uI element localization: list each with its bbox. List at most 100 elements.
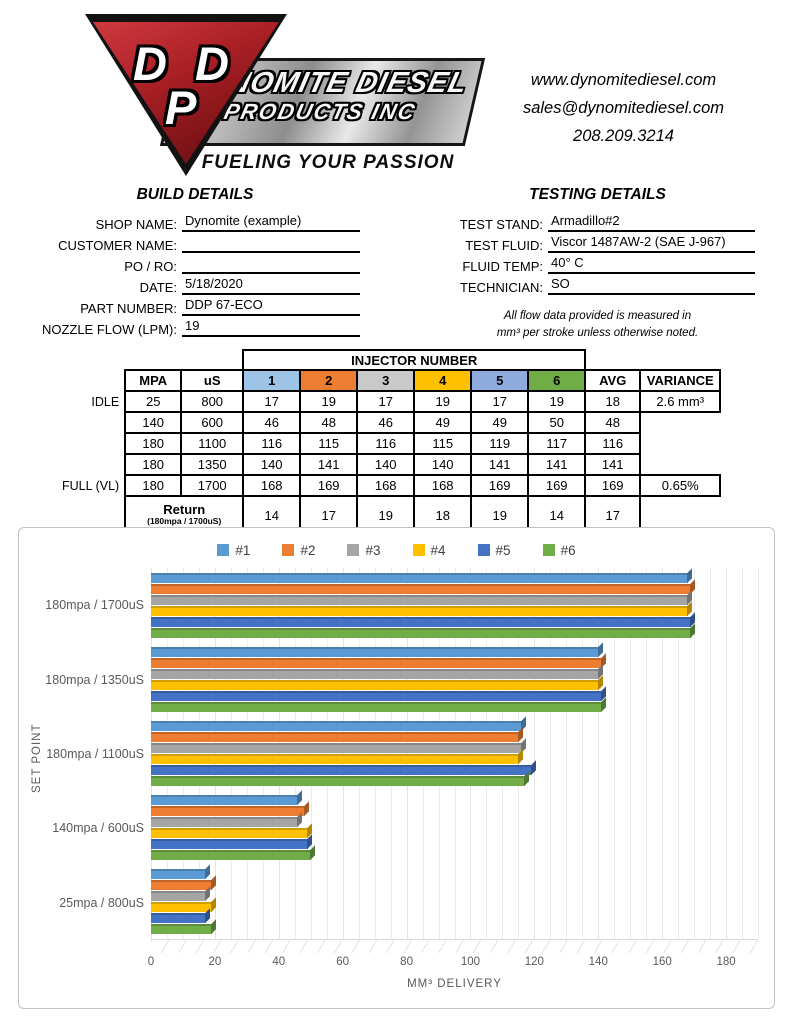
axis-floor-hatch <box>151 940 758 953</box>
company-logo: DYNOMITE DIESEL PRODUCTS INC D D P FUELI… <box>30 8 486 180</box>
mpa-cell: 180 <box>124 474 183 497</box>
injector-5-cell: 141 <box>470 453 530 476</box>
gridline <box>310 568 312 939</box>
bar-3d-cap <box>211 898 216 913</box>
injector-5-cell: 169 <box>470 474 530 497</box>
bar-s6-g3 <box>151 845 315 861</box>
gridline <box>294 568 296 939</box>
legend-label: #6 <box>560 542 576 558</box>
testing-details: TESTING DETAILS TEST STAND: Armadillo#2 … <box>440 186 755 341</box>
column-header-3: 3 <box>356 369 416 392</box>
injector-6-cell: 141 <box>527 453 587 476</box>
bar-3d-cap <box>690 623 695 638</box>
field-value: DDP 67-ECO <box>182 297 360 316</box>
category-label: 180mpa / 1700uS <box>45 598 144 613</box>
x-tick-label: 80 <box>400 956 413 968</box>
column-header-5: 5 <box>470 369 530 392</box>
bar-s2-g4 <box>151 876 216 891</box>
field-value: 19 <box>182 318 360 337</box>
injector-2-cell: 169 <box>299 474 359 497</box>
gridline <box>678 568 680 939</box>
category-label: 180mpa / 1350uS <box>45 672 144 687</box>
field-fluid-temp: FLUID TEMP: 40° C <box>440 253 755 274</box>
bar-3d-cap <box>687 568 692 583</box>
injector-4-cell: 115 <box>413 432 473 455</box>
phone-text: 208.209.3214 <box>573 127 674 146</box>
bar-s4-g4 <box>151 898 216 913</box>
variance-empty-cell <box>640 412 720 433</box>
injector-data-table-wrap: INJECTOR NUMBER MPA uS 1 2 3 4 5 6 AVG VARIANCE IDL… <box>60 349 722 535</box>
avg-cell: 169 <box>584 474 642 497</box>
bar-s2-g0 <box>151 579 695 594</box>
build-details-title: BUILD DETAILS <box>136 186 254 203</box>
delivery-chart: #1 #2 #3 #4 #5 #6 SET POINT 180mpa / 1700uS 18… <box>18 527 775 1009</box>
us-cell: 800 <box>180 390 245 413</box>
field-value: 40° C <box>548 255 755 274</box>
field-technician: TECHNICIAN: SO <box>440 274 755 295</box>
bar-s4-g2 <box>151 749 523 765</box>
table-row-injector-header: INJECTOR NUMBER <box>60 349 720 371</box>
chart-legend: #1 #2 #3 #4 #5 #6 <box>19 528 774 566</box>
bar-s6-g4 <box>151 920 216 935</box>
gridline <box>502 568 504 939</box>
injector-3-cell: 116 <box>356 432 416 455</box>
field-part-number: PART NUMBER: DDP 67-ECO <box>30 295 360 316</box>
gridline <box>166 568 168 939</box>
website-text: www.dynomitediesel.com <box>530 71 717 89</box>
column-header-6: 6 <box>527 369 587 392</box>
injector-3-cell: 168 <box>356 474 416 497</box>
injector-1-cell: 140 <box>242 453 302 476</box>
bar-s5-g2 <box>151 760 536 776</box>
bar-3d-cap <box>310 845 315 861</box>
category-label: 140mpa / 600uS <box>52 821 144 836</box>
variance-cell: 0.65% <box>639 474 722 497</box>
row-label: FULL (VL) <box>62 478 120 493</box>
gridline <box>182 568 184 939</box>
gridline <box>326 568 328 939</box>
table-spacer-cell <box>60 350 243 370</box>
column-header-2: 2 <box>299 369 359 392</box>
gridline <box>566 568 568 939</box>
row-label <box>60 412 125 433</box>
x-tick-label: 20 <box>208 956 222 968</box>
gridline <box>230 568 232 939</box>
injector-2-cell: 19 <box>299 390 359 413</box>
gridline <box>550 568 552 939</box>
legend-label: #1 <box>235 542 251 558</box>
injector-5-cell: 119 <box>470 432 530 455</box>
bar-3d-cap <box>600 697 606 713</box>
injector-1-cell: 168 <box>242 474 302 497</box>
table-row: IDLE 25 800 17 19 17 19 17 19 18 2.6 mm³ <box>60 390 722 413</box>
injector-4-cell: 168 <box>413 474 473 497</box>
mpa-cell: 180 <box>124 453 183 476</box>
bar-s5-g4 <box>151 909 210 924</box>
measurement-note: All flow data provided is measured in mm… <box>463 308 733 341</box>
legend-item-4: #4 <box>412 543 446 558</box>
mpa-cell: 25 <box>124 390 183 413</box>
legend-swatch <box>347 544 360 556</box>
bar-3d-cap <box>211 876 216 891</box>
gridline <box>262 568 264 939</box>
x-tick-label: 160 <box>652 956 672 968</box>
bar-3d-cap <box>204 909 210 924</box>
email-text: sales@dynomitediesel.com <box>522 99 725 118</box>
legend-label: #2 <box>300 542 316 558</box>
gridline <box>758 568 759 939</box>
table-row: 180 1100 116 115 116 115 119 117 116 <box>60 432 720 455</box>
field-test-stand: TEST STAND: Armadillo#2 <box>440 211 755 232</box>
x-axis-title: MM³ DELIVERY <box>407 978 502 990</box>
bar-s4-g0 <box>151 601 692 616</box>
legend-item-6: #6 <box>542 542 576 558</box>
injector-4-cell: 49 <box>413 411 473 434</box>
variance-empty-cell <box>640 433 720 454</box>
note-line2: mm³ per stroke unless otherwise noted. <box>496 326 699 339</box>
field-customer-name: CUSTOMER NAME: <box>30 232 360 253</box>
bar-s3-g3 <box>151 812 302 828</box>
bar-s1-g4 <box>151 865 210 880</box>
mpa-cell: 140 <box>124 411 183 434</box>
avg-cell: 18 <box>584 390 642 413</box>
gridline <box>390 568 392 939</box>
testing-details-title: TESTING DETAILS <box>529 186 666 203</box>
build-details: BUILD DETAILS SHOP NAME: Dynomite (examp… <box>30 186 360 341</box>
logo-letter-d1: D <box>133 37 167 90</box>
